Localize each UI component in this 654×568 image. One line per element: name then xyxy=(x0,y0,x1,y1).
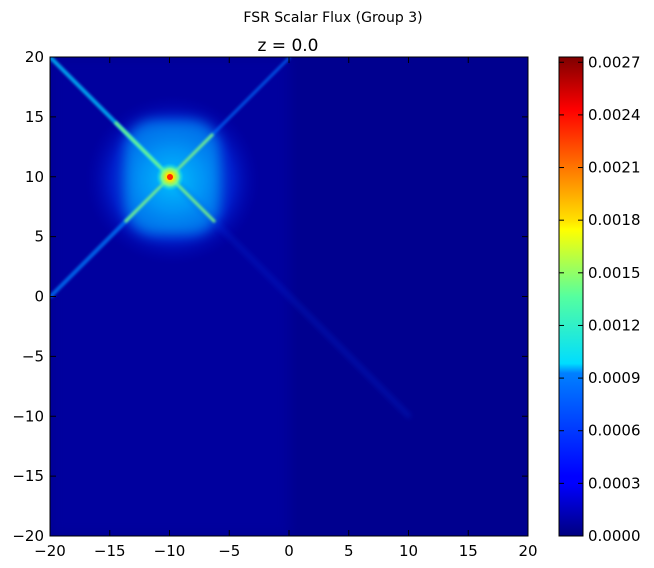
y-axis: 20 15 10 5 0 −5 −10 −15 −20 xyxy=(12,48,528,545)
y-tick-label: −10 xyxy=(12,407,44,425)
y-tick-label: 5 xyxy=(34,228,44,246)
colorbar-axis: 0.0027 0.0024 0.0021 0.0018 0.0015 0.0012 0.00… xyxy=(559,53,641,545)
colorbar-tick-label: 0.0012 xyxy=(588,316,641,334)
y-tick-label: −15 xyxy=(12,467,44,485)
x-axis: −20 −15 −10 −5 0 5 10 15 20 xyxy=(34,57,538,560)
colorbar-tick-label: 0.0009 xyxy=(588,369,641,387)
y-tick-label: 15 xyxy=(25,108,44,126)
x-tick-label: 0 xyxy=(284,542,294,560)
y-tick-label: 10 xyxy=(25,168,44,186)
colorbar-tick-label: 0.0000 xyxy=(588,527,641,545)
y-tick-label: −20 xyxy=(12,527,44,545)
colorbar-tick-label: 0.0015 xyxy=(588,264,641,282)
colorbar-tick-label: 0.0003 xyxy=(588,474,641,492)
colorbar xyxy=(558,56,584,537)
y-tick-label: 0 xyxy=(34,288,44,306)
figure-suptitle: FSR Scalar Flux (Group 3) xyxy=(243,10,422,26)
y-tick-label: 20 xyxy=(25,48,44,66)
x-tick-label: −20 xyxy=(34,542,66,560)
plot-title: z = 0.0 xyxy=(257,36,318,56)
x-tick-label: 5 xyxy=(344,542,354,560)
x-tick-label: 10 xyxy=(399,542,418,560)
source-peak xyxy=(167,174,173,180)
heatmap-plot-area xyxy=(50,57,528,536)
x-tick-label: −5 xyxy=(218,542,240,560)
colorbar-tick-label: 0.0024 xyxy=(588,106,641,124)
x-tick-label: 15 xyxy=(459,542,478,560)
colorbar-tick-label: 0.0006 xyxy=(588,422,641,440)
colorbar-tick-label: 0.0018 xyxy=(588,211,641,229)
colorbar-tick-label: 0.0021 xyxy=(588,159,641,177)
x-tick-label: −15 xyxy=(94,542,126,560)
x-tick-label: 20 xyxy=(518,542,537,560)
x-tick-label: −10 xyxy=(154,542,186,560)
y-tick-label: −5 xyxy=(22,347,44,365)
colorbar-tick-label: 0.0027 xyxy=(588,53,641,71)
